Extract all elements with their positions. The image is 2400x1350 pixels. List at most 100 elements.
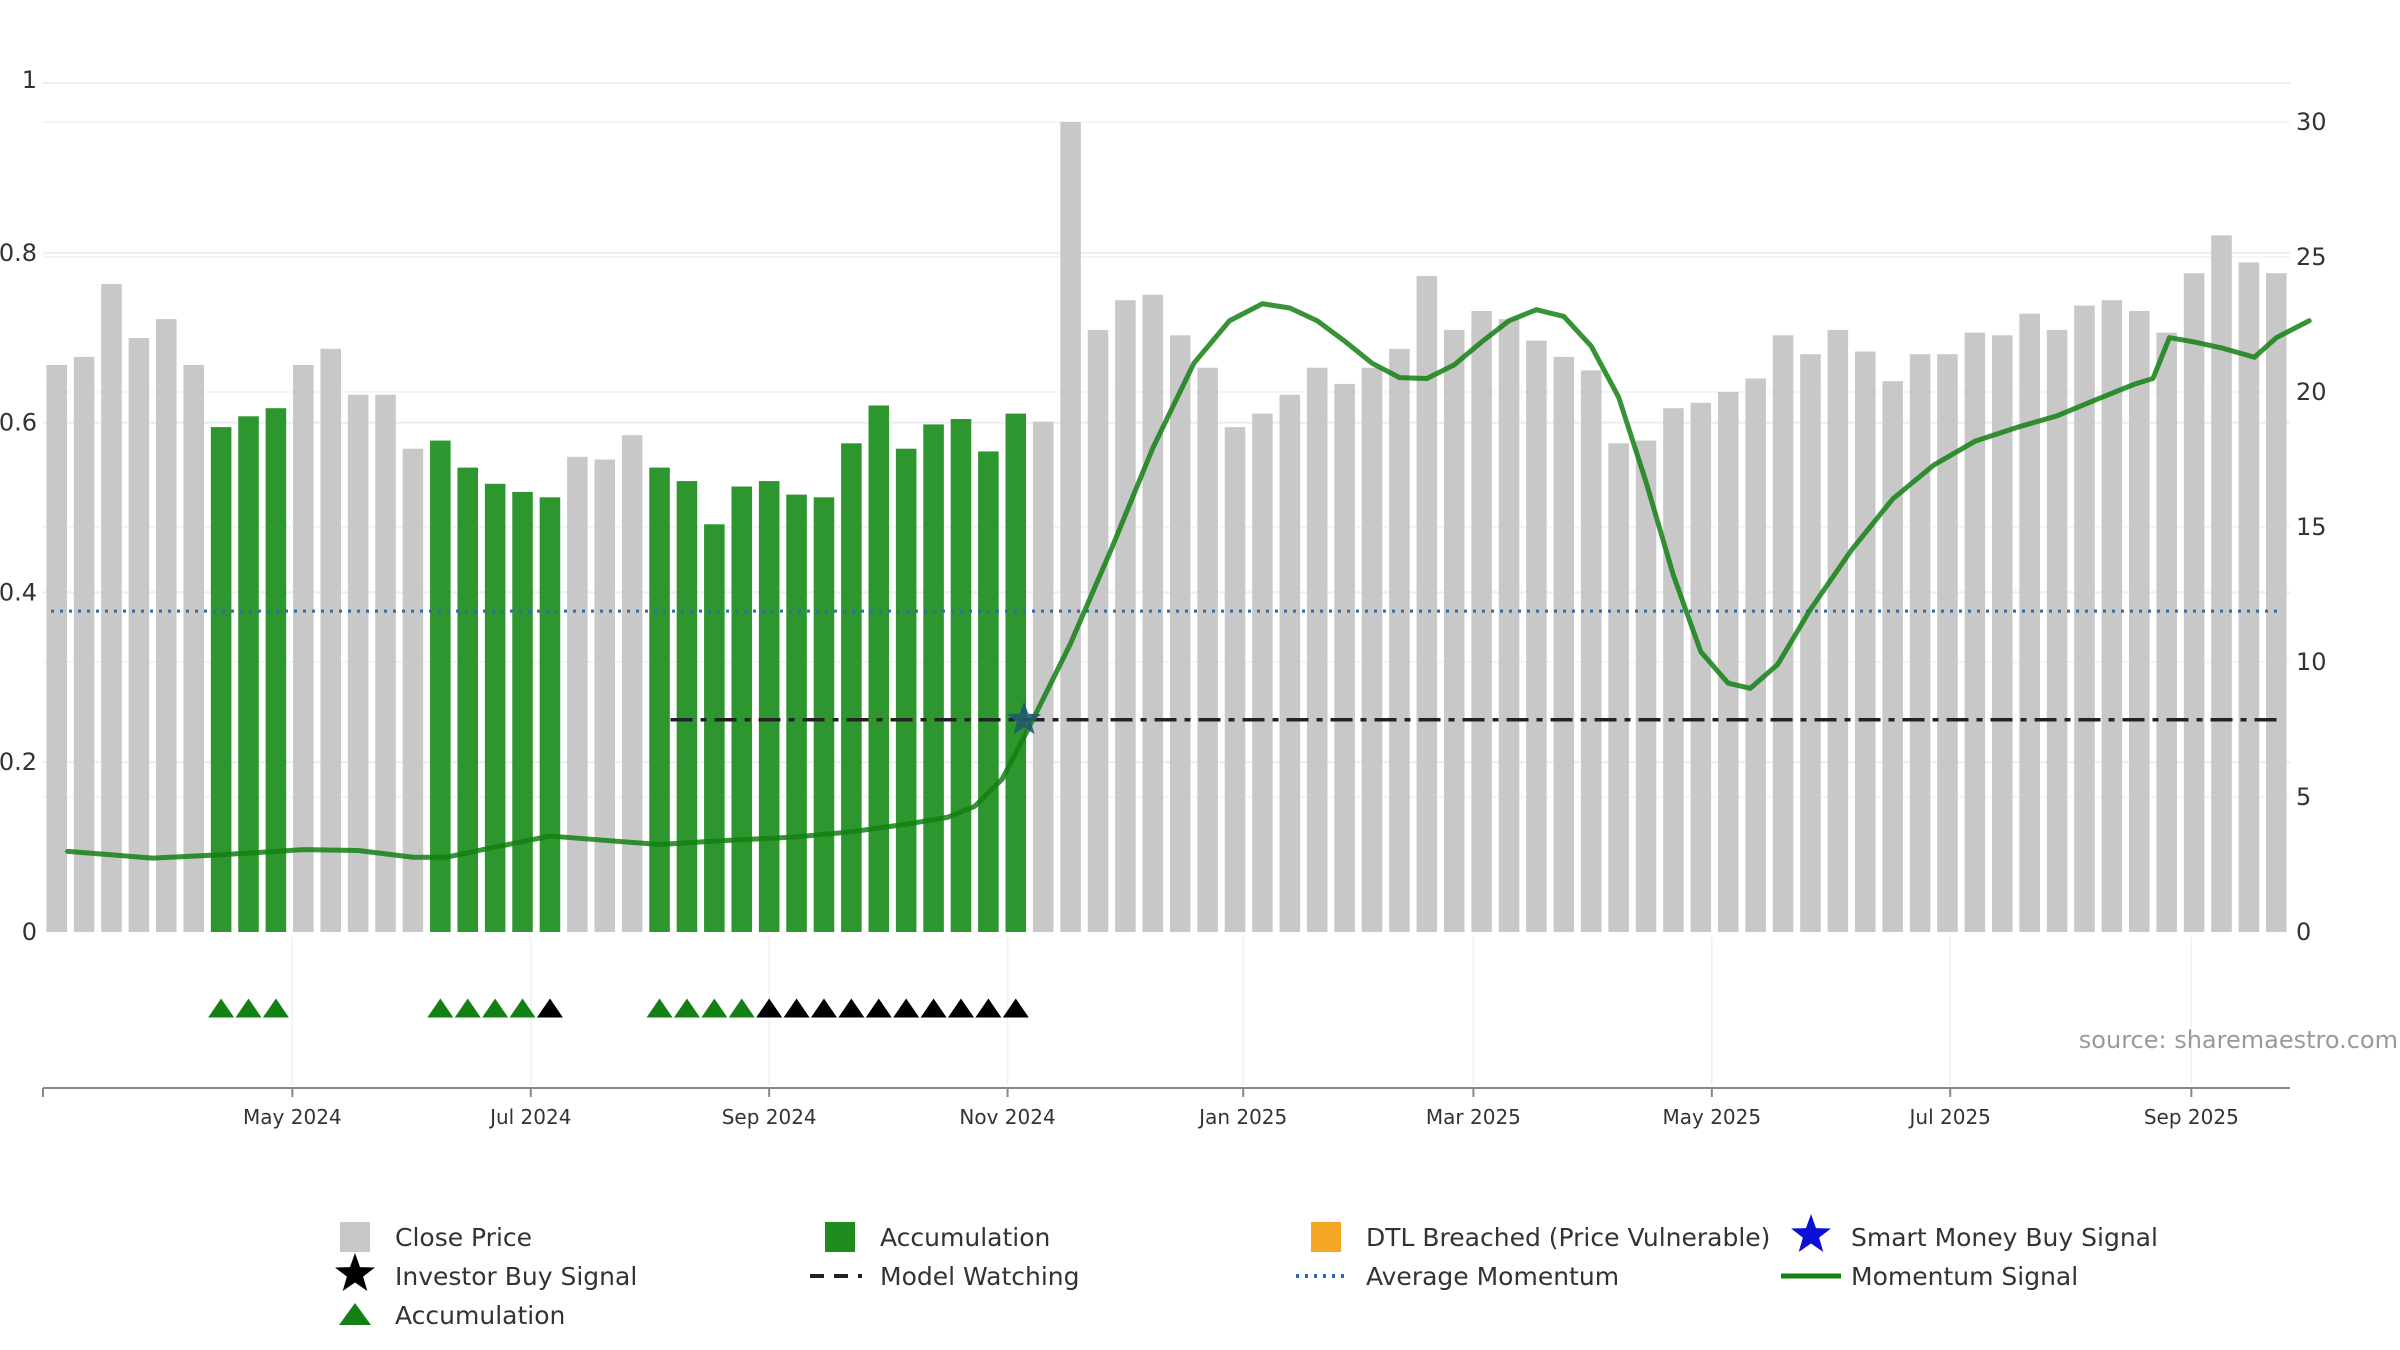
investor-buy-signal-marker <box>947 998 974 1018</box>
close-price-bar <box>2156 332 2177 933</box>
close-price-bar <box>2129 311 2150 932</box>
close-price-bar <box>1800 354 1821 932</box>
accumulation-bar <box>868 405 890 932</box>
close-price-bar <box>1142 294 1164 932</box>
close-price-bar <box>1416 275 1438 932</box>
accumulation-bar <box>704 524 725 932</box>
close-price-bar <box>1115 300 1136 932</box>
accumulation-marker <box>262 998 289 1018</box>
left-axis-tick-label: 0.2 <box>0 748 37 776</box>
left-axis-tick-label: 0.6 <box>0 409 37 437</box>
accumulation-bar <box>731 486 753 932</box>
legend-label: Accumulation <box>395 1301 565 1330</box>
investor-buy-signal-marker <box>865 998 892 1018</box>
accumulation-bar <box>923 424 944 932</box>
smart-money-buy-signal-marker <box>1006 701 1042 735</box>
right-axis-tick-label: 15 <box>2296 513 2327 541</box>
legend-swatch-dtl-breached <box>1311 1222 1341 1252</box>
close-price-bar <box>293 365 314 932</box>
close-price-bar <box>1690 402 1712 932</box>
legend-label: DTL Breached (Price Vulnerable) <box>1366 1223 1770 1252</box>
momentum-signal-line <box>65 301 2312 861</box>
accumulation-bar <box>676 481 698 932</box>
legend-swatch-accumulation-triangle <box>339 1303 371 1325</box>
momentum-signal-path <box>65 301 2312 861</box>
right-axis-tick-label: 25 <box>2296 243 2327 271</box>
close-price-bar <box>2211 235 2232 932</box>
close-price-bar <box>1964 332 1986 933</box>
close-price-bar <box>1526 340 1547 932</box>
legend-label: Smart Money Buy Signal <box>1851 1223 2158 1252</box>
left-axis-tick-label: 1 <box>22 66 37 94</box>
legend-label: Investor Buy Signal <box>395 1262 637 1291</box>
close-price-bar <box>1772 335 1794 932</box>
close-price-bar <box>347 394 369 932</box>
close-price-bar <box>2019 313 2040 932</box>
close-price-bar <box>1306 367 1328 932</box>
close-price-bar <box>1635 440 1657 932</box>
left-axis: 0 0.2 0.4 0.6 0.8 1 <box>0 66 37 946</box>
close-price-bar <box>1882 381 1903 932</box>
accumulation-marker <box>454 998 481 1018</box>
close-price-bar <box>2074 305 2095 933</box>
close-price-bar <box>1252 413 1273 933</box>
legend-label: Accumulation <box>880 1223 1050 1252</box>
close-price-bar <box>2266 273 2287 932</box>
x-axis-tick-label: May 2024 <box>243 1105 342 1129</box>
investor-buy-signal-marker <box>975 998 1002 1018</box>
close-price-bar <box>73 356 95 932</box>
close-price-bar <box>1334 383 1355 932</box>
close-price-bar <box>1827 329 1849 932</box>
close-price-bar <box>101 284 122 932</box>
accumulation-bar <box>430 440 451 932</box>
legend: Close Price Accumulation DTL Breached (Pri… <box>335 1214 2158 1330</box>
accumulation-marker <box>701 998 728 1018</box>
x-axis-tick-label: Sep 2025 <box>2144 1105 2239 1129</box>
left-axis-tick-label: 0.4 <box>0 578 37 606</box>
close-price-bar <box>183 365 204 932</box>
close-price-bar <box>1224 427 1246 932</box>
accumulation-bar <box>512 491 533 932</box>
accumulation-bar <box>457 467 479 932</box>
accumulation-bar <box>649 467 670 932</box>
close-price-bars <box>46 122 2287 933</box>
accumulation-bar <box>1005 413 1027 933</box>
accumulation-marker <box>646 998 673 1018</box>
investor-buy-signal-marker <box>536 998 563 1018</box>
close-price-bar <box>1580 370 1602 932</box>
accumulation-bar <box>786 494 807 932</box>
x-axis-tick-label: Jan 2025 <box>1197 1105 1287 1129</box>
right-axis-tick-label: 5 <box>2296 783 2311 811</box>
close-price-bar <box>567 456 588 932</box>
accumulation-marker <box>235 998 262 1018</box>
close-price-bar <box>1553 356 1575 932</box>
investor-buy-signal-marker <box>756 998 783 1018</box>
source-note: source: sharemaestro.com <box>2079 1026 2398 1054</box>
legend-swatch-accumulation <box>825 1222 855 1252</box>
close-price-bar <box>621 435 643 932</box>
x-axis-tick-label: Nov 2024 <box>959 1105 1055 1129</box>
legend-swatch-close-price <box>340 1222 370 1252</box>
accumulation-bar <box>978 451 999 932</box>
accumulation-marker <box>673 998 700 1018</box>
accumulation-bar <box>813 497 835 932</box>
x-axis-tick-label: Jul 2024 <box>488 1105 571 1129</box>
close-price-bar <box>1443 329 1465 932</box>
legend-label: Model Watching <box>880 1262 1080 1291</box>
close-price-bar <box>402 448 424 932</box>
x-axis-tick-label: Sep 2024 <box>722 1105 817 1129</box>
close-price-bar <box>1717 392 1739 932</box>
investor-buy-signal-marker <box>893 998 920 1018</box>
x-axis-tick-label: Mar 2025 <box>1426 1105 1521 1129</box>
right-axis-tick-label: 0 <box>2296 918 2311 946</box>
legend-swatch-smart-money-star <box>1791 1214 1831 1252</box>
accumulation-bar <box>484 483 506 932</box>
close-price-bar <box>1471 311 1492 932</box>
close-price-bar <box>1663 408 1684 932</box>
close-price-bar <box>1498 319 1520 933</box>
close-price-bar <box>1279 394 1301 932</box>
close-price-bar <box>1745 378 1766 932</box>
close-price-bar <box>320 348 342 932</box>
close-price-bar <box>128 338 150 932</box>
